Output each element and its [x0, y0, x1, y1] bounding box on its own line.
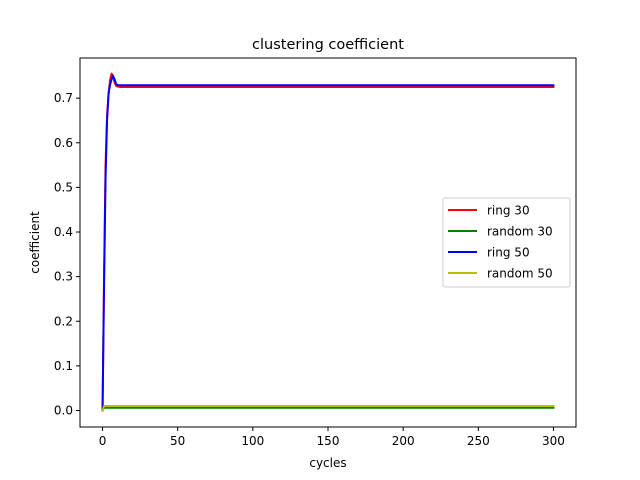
x-tick-label: 100 [241, 434, 264, 448]
legend: ring 30 random 30 ring 50 random 50 [442, 197, 571, 288]
series-line-random-50 [101, 405, 555, 412]
plot-area [101, 72, 555, 412]
legend-box [442, 197, 571, 288]
y-axis-label: coefficient [28, 211, 42, 274]
x-tick-label: 0 [99, 434, 107, 448]
x-tick-label: 300 [542, 434, 565, 448]
legend-label-random-30: random 30 [487, 225, 553, 239]
legend-label-ring-50: ring 50 [487, 246, 530, 260]
x-tick-label: 250 [467, 434, 490, 448]
y-tick-label: 0.0 [54, 403, 73, 417]
y-tick-label: 0.2 [54, 314, 73, 328]
ticks: 0 50 100 150 200 250 300 0.0 0.1 0.2 0.3 0.4 0.5 0.6 0… [54, 91, 565, 448]
y-tick-label: 0.7 [54, 91, 73, 105]
y-tick-label: 0.1 [54, 359, 73, 373]
y-tick-label: 0.6 [54, 136, 73, 150]
x-tick-label: 200 [392, 434, 415, 448]
y-tick-label: 0.3 [54, 270, 73, 284]
y-tick-label: 0.4 [54, 225, 73, 239]
series-line-ring-50 [101, 74, 555, 412]
x-tick-label: 50 [170, 434, 185, 448]
y-tick-label: 0.5 [54, 180, 73, 194]
x-tick-label: 150 [317, 434, 340, 448]
legend-label-ring-30: ring 30 [487, 204, 530, 218]
chart-title: clustering coefficient [252, 37, 404, 53]
legend-label-random-50: random 50 [487, 267, 553, 281]
x-axis-label: cycles [309, 456, 346, 470]
